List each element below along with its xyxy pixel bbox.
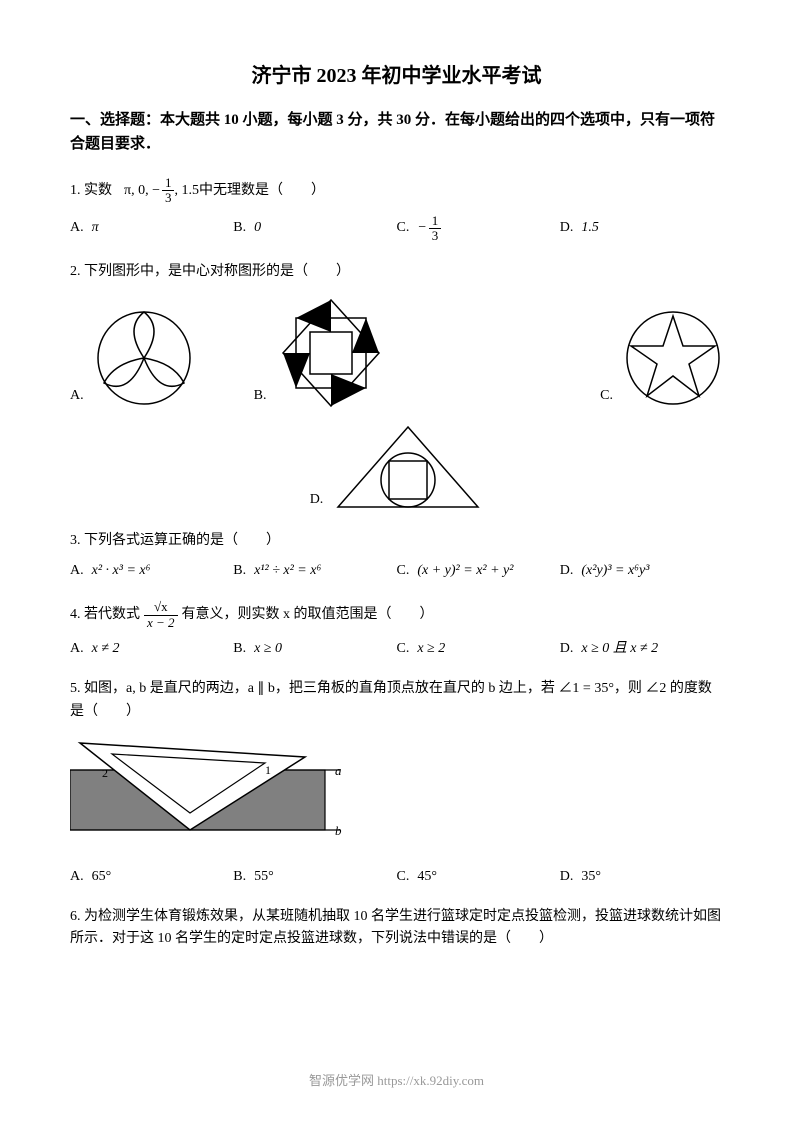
q6-text: 6. 为检测学生体育锻炼效果，从某班随机抽取 10 名学生进行篮球定时定点投篮检… <box>70 906 723 951</box>
q1-optD: D. 1.5 <box>560 217 723 239</box>
opt-value: (x²y)³ = x⁶y³ <box>581 560 649 582</box>
opt-label: D. <box>560 638 574 660</box>
opt-prefix: − <box>417 217 426 239</box>
q5-optC: C. 45° <box>397 866 560 888</box>
q2-optD-label: D. <box>310 489 324 511</box>
opt-value: 1.5 <box>581 217 599 239</box>
q1-frac: 1 3 <box>162 176 175 206</box>
opt-value: π <box>92 217 99 239</box>
q4-prefix: 4. 若代数式 <box>70 604 140 626</box>
label-a: a <box>335 763 342 778</box>
opt-label: D. <box>560 560 574 582</box>
opt-label: A. <box>70 217 84 239</box>
q3-optC: C. (x + y)² = x² + y² <box>397 560 560 582</box>
opt-value: x ≥ 2 <box>417 638 445 660</box>
question-5: 5. 如图，a, b 是直尺的两边，a ∥ b，把三角板的直角顶点放在直尺的 b… <box>70 678 723 888</box>
q1-suffix: 中无理数是（ ） <box>199 180 325 202</box>
opt-value: 55° <box>254 866 274 888</box>
opt-label: B. <box>233 560 246 582</box>
shape-pinwheel <box>276 298 386 408</box>
opt-label: D. <box>560 866 574 888</box>
q3-optD: D. (x²y)³ = x⁶y³ <box>560 560 723 582</box>
angle-2: 2 <box>102 766 108 780</box>
question-2: 2. 下列图形中，是中心对称图形的是（ ） A. B. <box>70 261 723 511</box>
opt-label: B. <box>233 866 246 888</box>
opt-value: x ≥ 0 <box>254 638 282 660</box>
q4-frac: √x x − 2 <box>144 600 178 630</box>
q4-optA: A. x ≠ 2 <box>70 638 233 660</box>
q5-text: 5. 如图，a, b 是直尺的两边，a ∥ b，把三角板的直角顶点放在直尺的 b… <box>70 678 723 723</box>
opt-value: 0 <box>254 217 261 239</box>
opt-label: B. <box>233 638 246 660</box>
shape-star-circle <box>623 308 723 408</box>
opt-label: C. <box>397 560 410 582</box>
q2-optB-label: B. <box>254 385 267 407</box>
opt-value: x ≥ 0 且 x ≠ 2 <box>581 638 658 660</box>
q1c-frac: 1 3 <box>429 214 442 244</box>
q3-optB: B. x¹² ÷ x² = x⁶ <box>233 560 396 582</box>
q1-optC: C. − 1 3 <box>397 214 560 244</box>
angle-1: 1 <box>265 763 271 777</box>
exam-title: 济宁市 2023 年初中学业水平考试 <box>70 60 723 92</box>
opt-label: B. <box>233 217 246 239</box>
q1-optA: A. π <box>70 217 233 239</box>
q1-prefix: 1. 实数 <box>70 180 112 202</box>
q2-optA-label: A. <box>70 385 84 407</box>
section-header: 一、选择题：本大题共 10 小题，每小题 3 分，共 30 分．在每小题给出的四… <box>70 108 723 156</box>
q4-optC: C. x ≥ 2 <box>397 638 560 660</box>
opt-label: A. <box>70 866 84 888</box>
opt-label: A. <box>70 560 84 582</box>
opt-value: x² · x³ = x⁶ <box>92 560 151 582</box>
question-3: 3. 下列各式运算正确的是（ ） A. x² · x³ = x⁶ B. x¹² … <box>70 530 723 583</box>
opt-value: x ≠ 2 <box>92 638 120 660</box>
q2-text: 2. 下列图形中，是中心对称图形的是（ ） <box>70 261 723 283</box>
opt-label: C. <box>397 866 410 888</box>
opt-label: C. <box>397 638 410 660</box>
frac-num: 1 <box>429 214 442 229</box>
opt-value: x¹² ÷ x² = x⁶ <box>254 560 321 582</box>
q1-optB: B. 0 <box>233 217 396 239</box>
q3-optA: A. x² · x³ = x⁶ <box>70 560 233 582</box>
frac-num: 1 <box>162 176 175 191</box>
opt-value: 45° <box>417 866 437 888</box>
opt-value: 65° <box>92 866 112 888</box>
frac-den: 3 <box>162 191 175 205</box>
q1-expr: π, 0, − <box>124 180 160 202</box>
question-6: 6. 为检测学生体育锻炼效果，从某班随机抽取 10 名学生进行篮球定时定点投篮检… <box>70 906 723 951</box>
q4-optD: D. x ≥ 0 且 x ≠ 2 <box>560 638 723 660</box>
q4-optB: B. x ≥ 0 <box>233 638 396 660</box>
q5-optB: B. 55° <box>233 866 396 888</box>
q5-optA: A. 65° <box>70 866 233 888</box>
q5-optD: D. 35° <box>560 866 723 888</box>
opt-value: (x + y)² = x² + y² <box>417 560 513 582</box>
opt-label: D. <box>560 217 574 239</box>
q1-expr2: , 1.5 <box>174 180 199 202</box>
opt-label: C. <box>397 217 410 239</box>
opt-value: 35° <box>581 866 601 888</box>
footer-watermark: 智源优学网 https://xk.92diy.com <box>0 1071 793 1092</box>
question-1: 1. 实数 π, 0, − 1 3 , 1.5 中无理数是（ ） A. π B.… <box>70 176 723 243</box>
frac-den: 3 <box>429 229 442 243</box>
q2-optC-label: C. <box>600 385 613 407</box>
frac-num: √x <box>144 600 178 615</box>
label-b: b <box>335 823 342 838</box>
ruler-triangle-figure: a b 1 2 <box>70 735 350 845</box>
q3-text: 3. 下列各式运算正确的是（ ） <box>70 530 723 552</box>
frac-den: x − 2 <box>144 616 178 630</box>
shape-circle-petals <box>94 308 194 408</box>
shape-triangle-square <box>333 422 483 512</box>
question-4: 4. 若代数式 √x x − 2 有意义，则实数 x 的取值范围是（ ） A. … <box>70 600 723 660</box>
opt-label: A. <box>70 638 84 660</box>
q4-suffix: 有意义，则实数 x 的取值范围是（ ） <box>182 604 434 626</box>
